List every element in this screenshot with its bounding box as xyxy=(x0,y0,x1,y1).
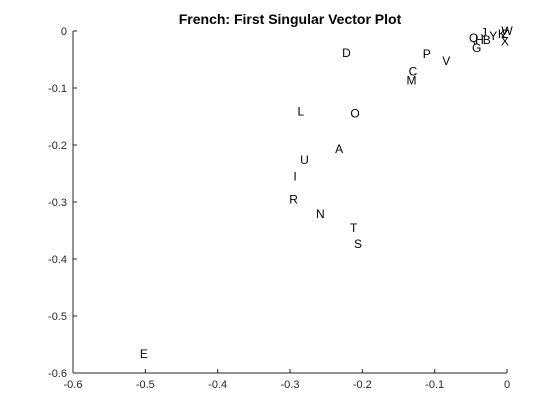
x-tick-label: -0.2 xyxy=(353,379,372,391)
point-label-l: L xyxy=(298,104,305,118)
point-label-u: U xyxy=(300,153,309,167)
x-tick-label: -0.3 xyxy=(281,379,300,391)
y-tick-label: -0.1 xyxy=(48,83,67,95)
point-label-x: X xyxy=(501,34,509,48)
point-label-t: T xyxy=(350,221,358,235)
x-ticks: -0.6 -0.5 -0.4 -0.3 -0.2 -0.1 0 xyxy=(64,369,510,391)
point-label-c: C xyxy=(409,64,418,78)
point-label-y: Y xyxy=(489,29,497,43)
y-tick-label: -0.3 xyxy=(48,197,67,209)
chart-title: French: First Singular Vector Plot xyxy=(179,11,402,27)
x-tick-label: -0.1 xyxy=(425,379,444,391)
point-label-z: Z xyxy=(501,27,508,41)
y-tick-label: 0 xyxy=(61,26,67,38)
point-label-r: R xyxy=(289,193,298,207)
y-ticks: -0.6 -0.5 -0.4 -0.3 -0.2 -0.1 0 xyxy=(48,26,77,380)
y-tick-label: -0.5 xyxy=(48,311,67,323)
point-label-g: G xyxy=(472,41,481,55)
point-label-h: H xyxy=(475,33,484,47)
point-label-v: V xyxy=(442,54,450,68)
x-tick-label: -0.6 xyxy=(64,379,83,391)
point-label-i: I xyxy=(293,169,296,183)
point-label-n: N xyxy=(316,207,325,221)
point-label-a: A xyxy=(335,142,343,156)
point-label-d: D xyxy=(342,46,351,60)
y-tick-label: -0.4 xyxy=(48,254,67,266)
point-label-m: M xyxy=(407,74,417,88)
point-label-s: S xyxy=(354,237,362,251)
x-tick-label: 0 xyxy=(504,379,510,391)
point-label-q: Q xyxy=(469,31,478,45)
point-label-b: B xyxy=(483,33,491,47)
y-tick-label: -0.6 xyxy=(48,368,67,380)
x-tick-label: -0.4 xyxy=(208,379,227,391)
point-label-k: K xyxy=(498,27,506,41)
x-tick-label: -0.5 xyxy=(136,379,155,391)
y-tick-label: -0.2 xyxy=(48,140,67,152)
point-label-e: E xyxy=(140,347,148,361)
point-label-w: W xyxy=(501,24,513,38)
point-label-o: O xyxy=(350,107,359,121)
point-label-j: J xyxy=(481,26,487,40)
point-label-p: P xyxy=(423,47,431,61)
